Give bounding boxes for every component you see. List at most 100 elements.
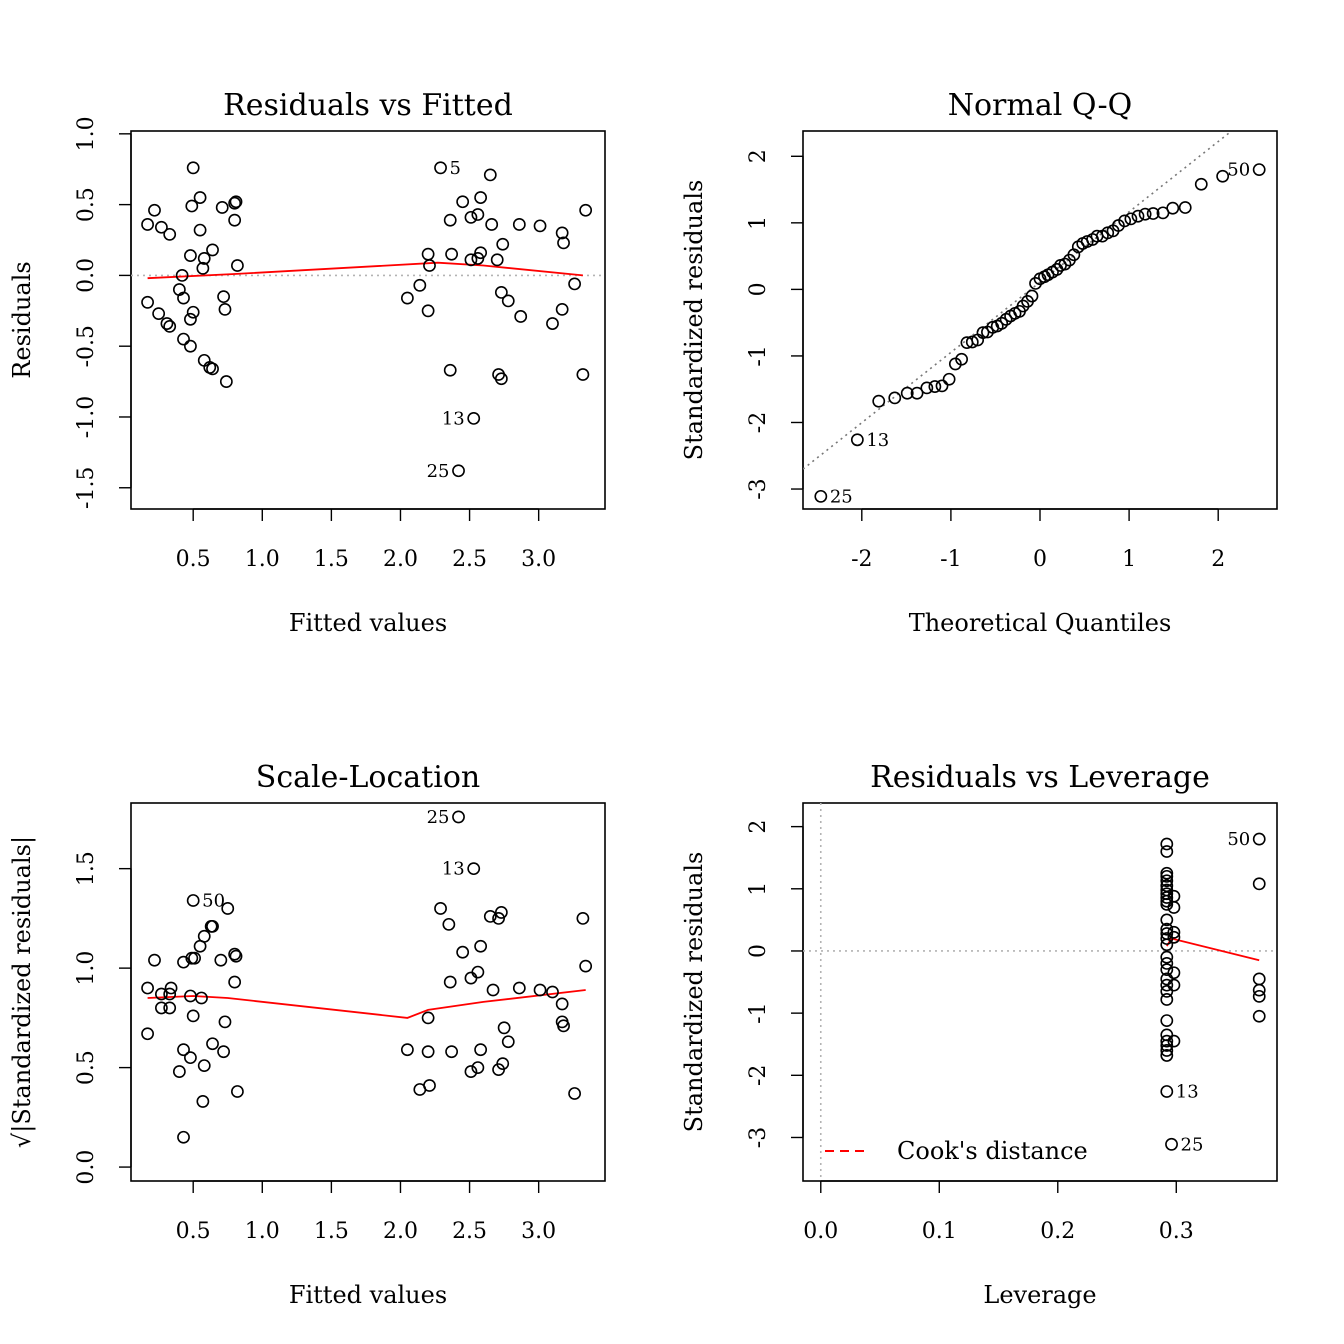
rvf-xtick-label: 0.5 xyxy=(176,547,211,572)
qq-ylabel: Standardized residuals xyxy=(680,180,708,461)
rvl-data-point xyxy=(1160,897,1174,911)
rvl-data-point xyxy=(1160,1044,1174,1057)
sl-data-point xyxy=(231,1085,244,1098)
rvl-data-point xyxy=(1252,983,1266,997)
rvf-data-point xyxy=(464,253,478,267)
rvl-ylabel: Standardized residuals xyxy=(680,852,708,1133)
rvf-data-point xyxy=(185,199,199,213)
qq-data-point xyxy=(1146,207,1160,220)
sl-xtick-label: 3.0 xyxy=(521,1219,556,1244)
sl-data-point xyxy=(492,1063,505,1076)
sl-data-point xyxy=(214,953,228,967)
rvf-data-point xyxy=(464,210,478,224)
rvf-xtick-label: 3.0 xyxy=(521,547,556,572)
sl-data-point xyxy=(177,955,190,969)
qq-data-point xyxy=(1118,214,1132,228)
rvl-frame xyxy=(802,802,1278,1182)
sl-data-point xyxy=(492,911,505,925)
qq-data-point xyxy=(1025,289,1039,303)
rvf-data-point xyxy=(496,237,510,251)
rvf-point-label: 5 xyxy=(450,158,461,179)
sl-plot-area xyxy=(141,810,593,1144)
sl-xtick-label: 1.5 xyxy=(314,1219,349,1244)
rvf-data-point xyxy=(421,247,435,261)
qq-data-point xyxy=(935,379,949,393)
qq-ytick-label: 0 xyxy=(746,282,771,296)
rvf-data-point xyxy=(177,332,190,346)
rvf-data-point xyxy=(443,363,457,377)
sl-data-point xyxy=(486,983,500,997)
rvf-xlabel: Fitted values xyxy=(289,609,447,637)
rvf-data-point xyxy=(197,252,211,265)
rvl-panel: Residuals vs Leverage Leverage Standardize… xyxy=(680,760,1278,1309)
rvf-data-point xyxy=(474,191,488,204)
sl-data-point xyxy=(196,1095,210,1108)
rvf-plot-area xyxy=(131,161,605,478)
rvf-data-point xyxy=(141,218,154,231)
sl-data-point xyxy=(533,983,547,997)
rvf-data-point xyxy=(206,243,219,257)
sl-smooth-line xyxy=(147,989,586,1019)
rvf-smooth-line xyxy=(147,261,583,280)
qq-data-point xyxy=(888,391,902,405)
qq-ytick-label: 2 xyxy=(746,149,771,163)
rvl-data-point xyxy=(1160,845,1174,858)
qq-data-point xyxy=(942,372,956,386)
rvf-data-point xyxy=(490,253,504,267)
rvf-data-point xyxy=(163,227,177,241)
rvl-ytick-label: -2 xyxy=(746,1065,771,1086)
sl-data-point xyxy=(141,1027,154,1041)
rvf-data-point xyxy=(494,285,508,299)
sl-data-point xyxy=(568,1087,581,1100)
sl-data-point xyxy=(186,894,200,907)
rvl-data-point xyxy=(1160,957,1174,970)
rvl-xtick-label: 0.2 xyxy=(1040,1219,1075,1244)
rvl-ytick-label: 1 xyxy=(746,882,771,896)
sl-data-point xyxy=(471,1061,485,1074)
qq-data-point xyxy=(1029,276,1042,290)
sl-data-point xyxy=(217,1045,230,1059)
qq-data-point xyxy=(1131,209,1145,223)
rvf-data-point xyxy=(483,168,497,182)
qq-data-point xyxy=(872,394,886,408)
rvl-data-point xyxy=(1160,1049,1174,1062)
rvl-data-point xyxy=(1160,913,1174,927)
sl-ytick-label: 1.5 xyxy=(74,851,99,886)
qq-data-point xyxy=(814,489,828,503)
sl-data-point xyxy=(184,1051,197,1065)
qq-data-point xyxy=(1138,207,1152,221)
sl-data-point xyxy=(197,1059,211,1073)
rvl-ytick-label: -1 xyxy=(746,1002,771,1023)
sl-data-point xyxy=(228,947,242,961)
rvf-data-point xyxy=(229,195,243,209)
rvf-data-point xyxy=(152,307,166,321)
rvf-data-point xyxy=(533,219,547,233)
rvl-data-point xyxy=(1252,989,1266,1003)
sl-data-point xyxy=(579,959,593,973)
rvl-data-point xyxy=(1167,925,1181,939)
sl-data-point xyxy=(471,965,485,979)
sl-data-point xyxy=(163,987,177,1001)
sl-data-point xyxy=(474,939,488,953)
rvf-data-point xyxy=(215,201,229,214)
sl-data-point xyxy=(464,971,478,985)
qq-data-point xyxy=(850,433,864,447)
rvf-data-point xyxy=(413,278,427,292)
rvf-data-point xyxy=(141,295,154,309)
sl-data-point xyxy=(421,1011,435,1025)
rvf-data-point xyxy=(512,218,526,231)
qq-data-point xyxy=(900,386,914,400)
sl-data-point xyxy=(221,902,235,915)
rvl-data-point xyxy=(1252,832,1266,846)
qq-data-point xyxy=(995,316,1009,330)
rvf-data-point xyxy=(186,305,200,319)
sl-data-point xyxy=(452,810,465,824)
qq-panel: Normal Q-Q Theoretical Quantiles Standardi… xyxy=(680,88,1278,637)
sl-data-point xyxy=(557,1019,570,1033)
rvl-data-point xyxy=(1167,1034,1181,1048)
sl-data-point xyxy=(186,1009,200,1023)
sl-data-point xyxy=(555,997,569,1011)
qq-point-label: 13 xyxy=(866,430,889,451)
rvf-ylabel: Residuals xyxy=(8,261,36,378)
sl-xtick-label: 0.5 xyxy=(176,1219,211,1244)
